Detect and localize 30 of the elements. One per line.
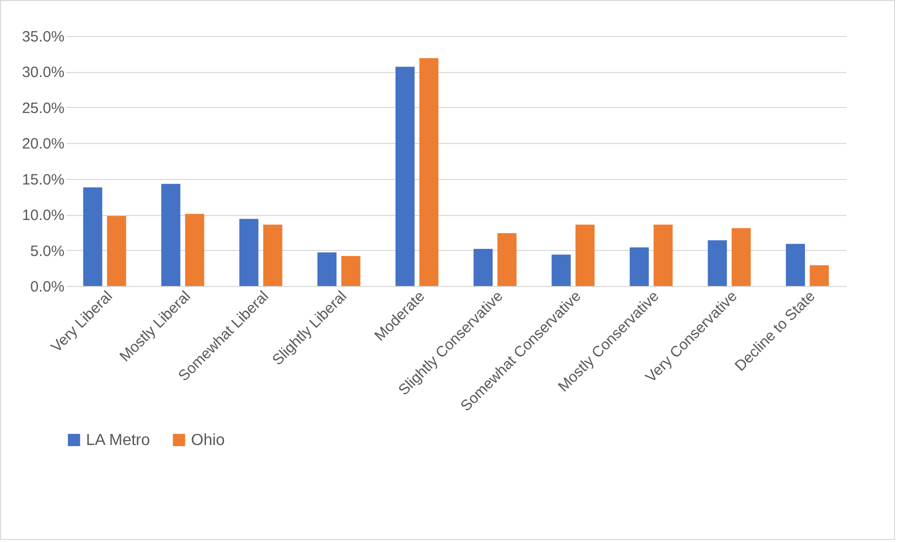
bar xyxy=(497,233,517,286)
bar xyxy=(83,187,102,286)
bar xyxy=(552,254,571,286)
legend-label: Ohio xyxy=(191,432,225,449)
bar xyxy=(185,214,204,286)
bar xyxy=(161,184,180,286)
bar xyxy=(474,248,493,286)
bar xyxy=(239,218,258,286)
bar xyxy=(708,240,727,286)
y-tick-label: 0.0% xyxy=(30,278,64,296)
y-tick-label: 30.0% xyxy=(22,64,64,82)
bar xyxy=(576,224,595,286)
bar xyxy=(263,224,282,286)
y-tick-label: 20.0% xyxy=(22,136,64,153)
y-tick-label: 35.0% xyxy=(22,28,64,46)
y-tick-label: 10.0% xyxy=(22,207,64,224)
bar xyxy=(317,252,336,286)
bar xyxy=(107,216,126,286)
bar xyxy=(810,265,829,286)
bar xyxy=(395,66,415,286)
bar xyxy=(654,224,673,286)
bar xyxy=(630,247,649,286)
y-tick-label: 15.0% xyxy=(22,171,64,188)
bar xyxy=(786,244,805,286)
y-tick-label: 25.0% xyxy=(22,100,64,117)
y-tick-label: 5.0% xyxy=(30,242,64,260)
bar xyxy=(341,256,360,286)
bar xyxy=(732,228,751,286)
bar xyxy=(419,58,438,286)
legend-label: LA Metro xyxy=(86,432,150,449)
